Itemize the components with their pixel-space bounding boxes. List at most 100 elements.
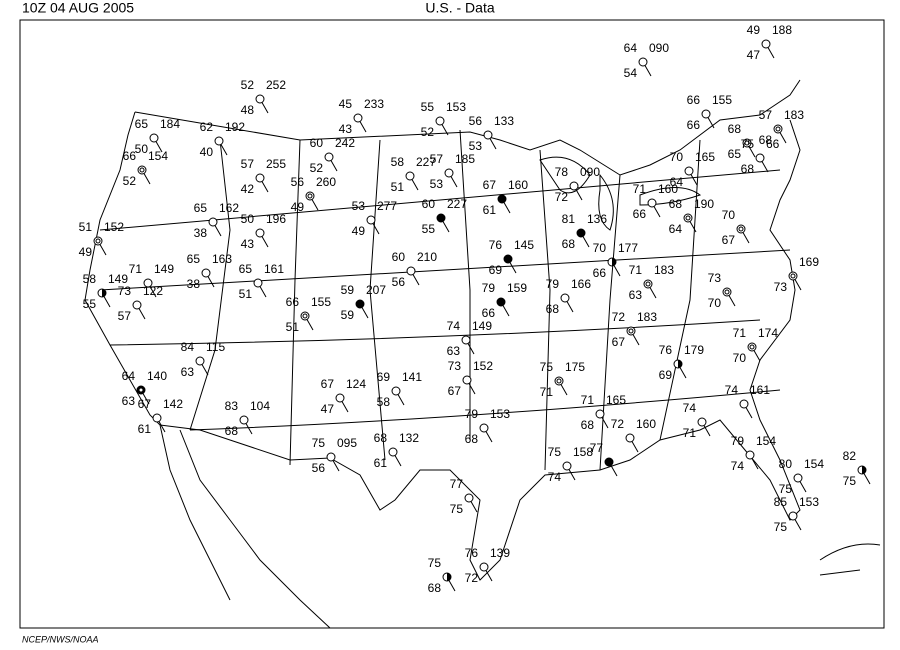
temperature: 68 (669, 197, 683, 211)
station: 78 090 72 (555, 165, 601, 204)
temperature: 56 (469, 114, 483, 128)
station-circle (353, 113, 363, 123)
station: 76 179 69 (659, 343, 705, 382)
station-circle (560, 293, 570, 303)
dewpoint: 56 (392, 275, 406, 289)
station-circle (436, 213, 446, 223)
station: 76 139 72 (465, 546, 511, 585)
dewpoint: 51 (286, 320, 300, 334)
station: 70 165 64 (670, 150, 716, 189)
station: 73 122 57 (118, 284, 164, 323)
station: 68 190 64 (669, 197, 715, 236)
station: 83 104 68 (225, 399, 271, 438)
pressure: 104 (250, 399, 270, 413)
station: 72 183 67 (612, 310, 658, 349)
station-circle (201, 268, 211, 278)
temperature: 66 (687, 93, 701, 107)
dewpoint: 68 (465, 432, 479, 446)
station: 67 124 47 (321, 377, 367, 416)
station: 64 090 54 (624, 41, 670, 80)
station: 75 66 68 (741, 137, 780, 176)
dewpoint: 47 (321, 402, 335, 416)
station: 65 184 50 (135, 117, 181, 156)
station: 85 153 75 (774, 495, 820, 534)
temperature: 58 (391, 155, 405, 169)
dewpoint: 71 (683, 426, 697, 440)
temperature: 64 (122, 369, 136, 383)
station: 71 183 63 (629, 263, 675, 302)
dewpoint: 47 (747, 48, 761, 62)
station: 74 149 63 (447, 319, 493, 358)
station-circle (479, 423, 489, 433)
station: 73 152 67 (448, 359, 494, 398)
station-circle (149, 133, 159, 143)
temperature: 79 (731, 434, 745, 448)
station-circle (255, 94, 265, 104)
station-ring (302, 313, 308, 319)
dewpoint: 65 (728, 147, 742, 161)
station: 73 70 (708, 271, 736, 310)
dewpoint: 66 (687, 118, 701, 132)
pressure: 207 (366, 283, 386, 297)
station-ring (775, 126, 781, 132)
station-circle (255, 228, 265, 238)
pressure: 252 (266, 78, 286, 92)
station-ring (724, 289, 730, 295)
station-circle (625, 433, 635, 443)
dewpoint: 68 (546, 302, 560, 316)
station-circle (326, 452, 336, 462)
dewpoint: 61 (483, 203, 497, 217)
dewpoint: 51 (391, 180, 405, 194)
pressure: 242 (335, 136, 355, 150)
dewpoint: 40 (200, 145, 214, 159)
station: 57 183 68 (759, 108, 805, 147)
station: 72 160 (611, 417, 656, 453)
temperature: 77 (450, 477, 464, 491)
temperature: 57 (430, 152, 444, 166)
pressure: 115 (206, 340, 225, 354)
station-circle (736, 224, 746, 234)
station: 77 (590, 441, 618, 477)
dewpoint: 70 (708, 296, 722, 310)
temperature: 67 (321, 377, 335, 391)
pressure: 210 (417, 250, 437, 264)
station-circle (143, 278, 153, 288)
station-circle (496, 297, 506, 307)
station-circle (366, 215, 376, 225)
station: 71 160 66 (633, 182, 679, 221)
temperature: 59 (341, 283, 355, 297)
station-circle (479, 562, 489, 572)
temperature: 83 (225, 399, 239, 413)
pressure: 132 (399, 431, 419, 445)
station: 58 149 55 (83, 272, 129, 311)
temperature: 70 (593, 241, 607, 255)
dewpoint: 69 (489, 263, 503, 277)
pressure: 190 (694, 197, 714, 211)
dewpoint: 68 (581, 418, 595, 432)
dewpoint: 73 (774, 280, 788, 294)
station: 64 140 63 (122, 369, 168, 408)
pressure: 66 (766, 137, 780, 151)
temperature: 57 (759, 108, 773, 122)
pressure: 140 (147, 369, 167, 383)
dewpoint: 74 (548, 470, 562, 484)
dewpoint: 55 (422, 222, 436, 236)
temperature: 64 (624, 41, 638, 55)
dewpoint: 38 (187, 277, 201, 291)
dewpoint: 75 (779, 482, 793, 496)
pressure: 153 (490, 407, 510, 421)
temperature: 60 (392, 250, 406, 264)
station: 65 163 38 (187, 252, 233, 291)
dewpoint: 49 (79, 245, 93, 259)
dewpoint: 56 (312, 461, 326, 475)
station: 71 165 68 (581, 393, 627, 432)
pressure: 165 (606, 393, 626, 407)
pressure: 179 (684, 343, 704, 357)
station-circle (137, 165, 147, 175)
station-ring (95, 238, 101, 244)
pressure: 161 (750, 383, 770, 397)
temperature: 76 (659, 343, 673, 357)
station-circle (595, 409, 605, 419)
temperature: 53 (352, 199, 366, 213)
